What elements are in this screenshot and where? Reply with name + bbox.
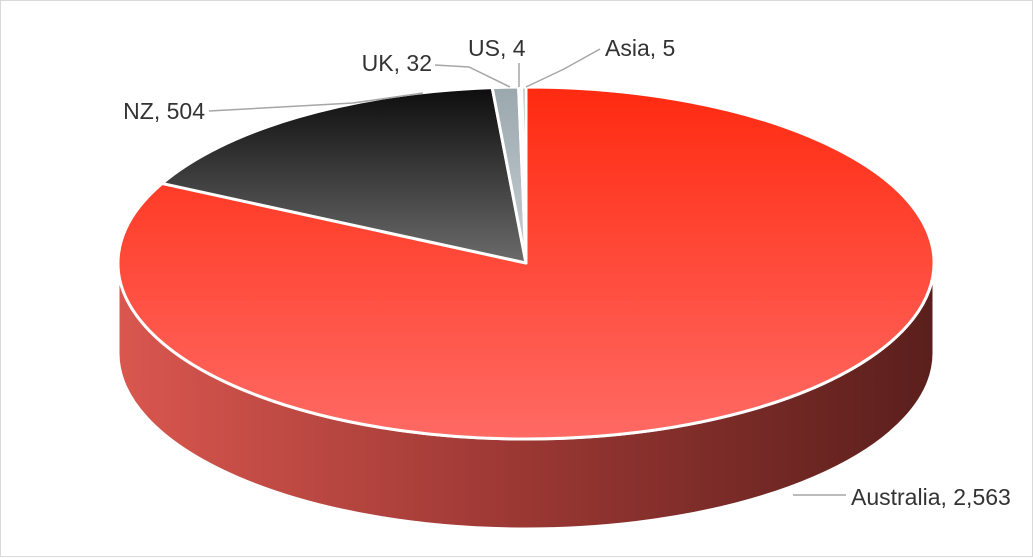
- leader-line-nz: [208, 92, 424, 112]
- pie-slice-nz[interactable]: [160, 86, 528, 265]
- data-label-australia: Australia, 2,563: [851, 484, 1011, 510]
- data-label-uk: UK, 32: [362, 50, 432, 76]
- leader-line-asia: [525, 48, 601, 88]
- data-label-asia: Asia, 5: [605, 35, 675, 61]
- data-label-nz: NZ, 504: [123, 98, 205, 124]
- pie-slice-asia[interactable]: [520, 85, 528, 265]
- data-label-us: US, 4: [468, 35, 526, 61]
- leader-line-uk: [434, 64, 511, 88]
